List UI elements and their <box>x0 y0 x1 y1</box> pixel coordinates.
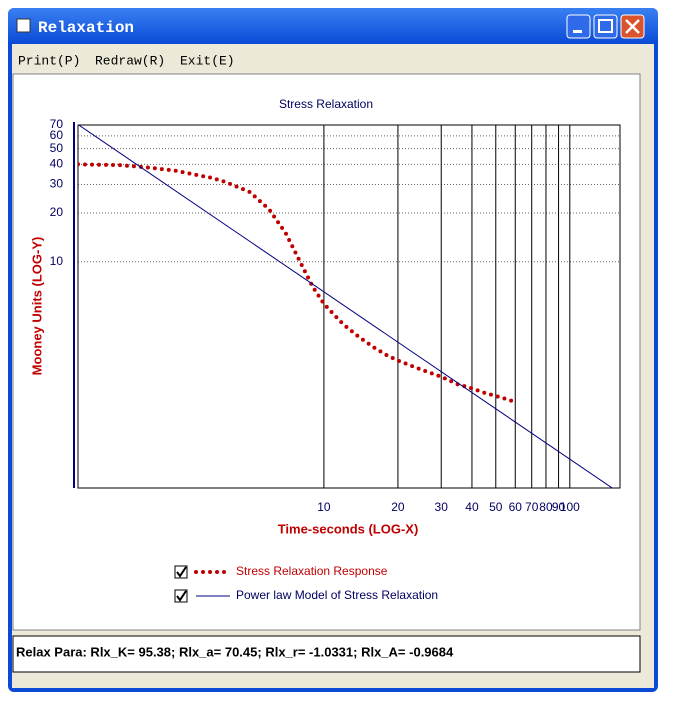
app-icon <box>16 18 31 33</box>
window-title: Relaxation <box>38 19 134 37</box>
y-tick-label: 10 <box>50 254 64 268</box>
x-tick-label: 90 <box>552 500 566 514</box>
maximize-icon <box>598 19 613 33</box>
menu-item[interactable]: Exit(E) <box>180 53 235 68</box>
legend-label: Stress Relaxation Response <box>236 564 388 578</box>
minimize-button[interactable] <box>566 14 591 39</box>
x-tick-label: 30 <box>435 500 449 514</box>
x-tick-label: 60 <box>509 500 523 514</box>
window-buttons <box>566 14 645 39</box>
menu-item[interactable]: Print(P) <box>18 53 80 68</box>
maximize-button[interactable] <box>593 14 618 39</box>
status-bar <box>12 635 641 673</box>
legend-check <box>176 590 187 602</box>
x-tick-label: 80 <box>539 500 553 514</box>
y-tick-label: 40 <box>50 157 64 171</box>
x-axis-label: Time-seconds (LOG-X) <box>278 521 419 536</box>
y-tick-label: 60 <box>50 128 64 142</box>
status-text: Relax Para: Rlx_K= 95.38; Rlx_a= 70.45; … <box>16 644 454 659</box>
x-tick-label: 100 <box>560 500 580 514</box>
legend-label: Power law Model of Stress Relaxation <box>236 588 438 602</box>
x-tick-label: 10 <box>317 500 331 514</box>
y-tick-label: 20 <box>50 205 64 219</box>
chart-panel <box>12 73 641 631</box>
y-tick-label: 50 <box>50 141 64 155</box>
chart-title: Stress Relaxation <box>279 97 373 111</box>
legend: Stress Relaxation Response Power law Mode… <box>174 564 438 603</box>
title-bar <box>8 8 658 44</box>
x-tick-label: 70 <box>525 500 539 514</box>
legend-check <box>176 566 187 578</box>
y-tick-label: 70 <box>50 117 64 131</box>
menu-item[interactable]: Redraw(R) <box>95 53 165 68</box>
y-tick-label: 30 <box>50 177 64 191</box>
y-axis-label: Mooney Units (LOG-Y) <box>29 237 44 376</box>
close-icon <box>625 19 640 34</box>
x-tick-label: 50 <box>489 500 503 514</box>
plot-frame <box>77 124 621 489</box>
series-line <box>78 125 614 488</box>
x-tick-label: 40 <box>465 500 479 514</box>
minimize-icon <box>573 30 582 33</box>
x-tick-label: 20 <box>391 500 405 514</box>
